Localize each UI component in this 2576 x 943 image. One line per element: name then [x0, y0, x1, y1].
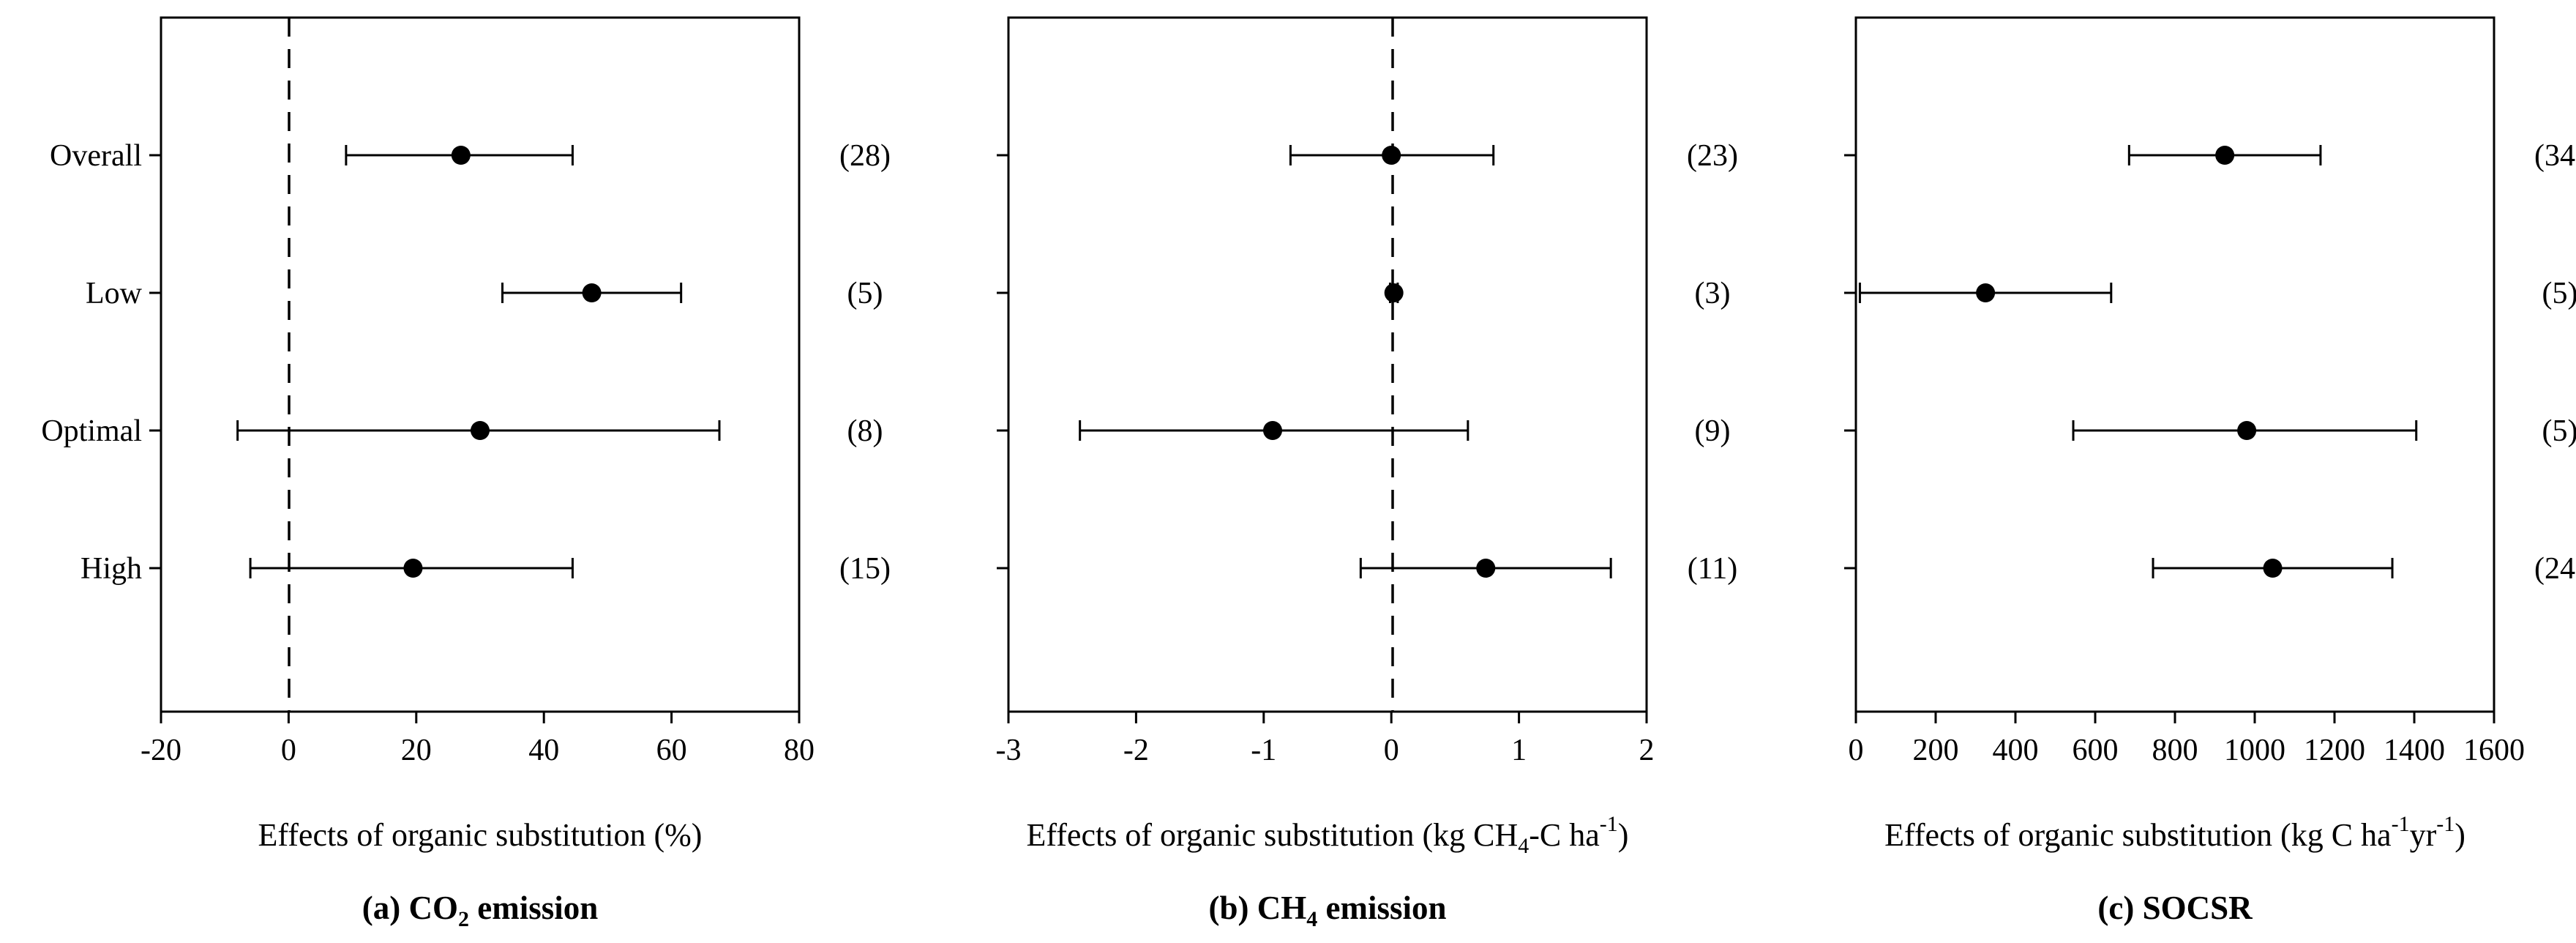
sample-size-label: (5): [2542, 277, 2576, 310]
effect-point: [403, 559, 423, 578]
panel-title: (c) SOCSR: [2097, 890, 2253, 926]
x-axis-label: Effects of organic substitution (%): [258, 817, 703, 853]
x-tick-label: 20: [401, 734, 432, 767]
x-tick-label: 0: [1849, 734, 1864, 767]
panel-b-ch4-emission: -3 -2 -1 0 1 2 (23) (3) (9) (11) Effects of organ…: [996, 16, 1738, 931]
effect-point: [451, 146, 471, 165]
plot-frame: [1007, 16, 1648, 713]
sample-size-label: (24): [2534, 552, 2576, 586]
effect-point: [1263, 421, 1283, 440]
panel-a-co2-emission: -20 0 20 40 60 80 Overall (28) Low (5) Optimal (8) H…: [41, 16, 891, 931]
x-tick-label: 40: [528, 734, 559, 767]
effect-point: [2215, 146, 2235, 165]
tick-marks: [149, 154, 801, 723]
tick-marks: [1844, 154, 2496, 723]
x-tick-label: -3: [996, 734, 1022, 767]
x-tick-label: 400: [1993, 734, 2039, 767]
data-marks: [1079, 145, 1612, 578]
effect-point: [1976, 283, 1996, 302]
x-tick-label: 1400: [2384, 734, 2445, 767]
x-tick-label: 1000: [2224, 734, 2285, 767]
tick-marks: [997, 154, 1648, 723]
sample-size-label: (8): [847, 414, 883, 448]
sample-size-label: (5): [2542, 414, 2576, 448]
panel-c-socsr: 0 200 400 600 800 1000 1200 1400 1600 (34) (5) (5) (…: [1844, 16, 2576, 926]
data-marks: [236, 145, 721, 578]
x-tick-label: -20: [141, 734, 181, 767]
x-tick-label: 2: [1639, 734, 1655, 767]
sample-size-label: (5): [847, 277, 883, 310]
effect-point: [582, 283, 602, 302]
tick-labels: -20 0 20 40 60 80 Overall (28) Low (5) Optimal (8) H…: [41, 139, 891, 767]
sample-size-label: (11): [1688, 552, 1737, 586]
x-tick-label: -1: [1251, 734, 1276, 767]
x-axis-label: Effects of organic substitution (kg CH4-…: [1027, 812, 1629, 858]
x-tick-label: 1600: [2463, 734, 2525, 767]
x-tick-label: 600: [2073, 734, 2119, 767]
x-tick-label: 1200: [2304, 734, 2365, 767]
effect-point: [471, 421, 490, 440]
effect-point: [1384, 283, 1404, 302]
sample-size-label: (3): [1695, 277, 1731, 310]
x-tick-label: -2: [1123, 734, 1149, 767]
sample-size-label: (34): [2534, 139, 2576, 173]
x-tick-label: 80: [784, 734, 815, 767]
sample-size-label: (23): [1687, 139, 1738, 173]
panel-title: (b) CH4 emission: [1208, 890, 1446, 931]
x-tick-label: 0: [1384, 734, 1399, 767]
tick-labels: 0 200 400 600 800 1000 1200 1400 1600 (34) (5) (5) (…: [1849, 139, 2576, 767]
category-label: Low: [86, 277, 143, 310]
x-axis-label: Effects of organic substitution (kg C ha…: [1884, 812, 2465, 853]
panel-title: (a) CO2 emission: [362, 890, 599, 931]
plot-frame: [1854, 16, 2496, 713]
effect-point: [1476, 559, 1496, 578]
x-tick-label: 0: [281, 734, 296, 767]
category-label: Optimal: [41, 414, 142, 448]
effect-point: [2237, 421, 2257, 440]
data-marks: [1858, 145, 2418, 578]
effect-point: [2263, 559, 2283, 578]
x-tick-label: 800: [2152, 734, 2198, 767]
category-label: Overall: [50, 139, 142, 173]
sample-size-label: (15): [839, 552, 891, 586]
sample-size-label: (28): [839, 139, 891, 173]
plot-frame: [160, 16, 801, 713]
x-tick-label: 60: [656, 734, 687, 767]
x-tick-label: 1: [1511, 734, 1527, 767]
x-tick-label: 200: [1913, 734, 1959, 767]
effect-point: [1382, 146, 1401, 165]
category-label: High: [80, 552, 142, 586]
tick-labels: -3 -2 -1 0 1 2 (23) (3) (9) (11): [996, 139, 1738, 767]
sample-size-label: (9): [1695, 414, 1731, 448]
